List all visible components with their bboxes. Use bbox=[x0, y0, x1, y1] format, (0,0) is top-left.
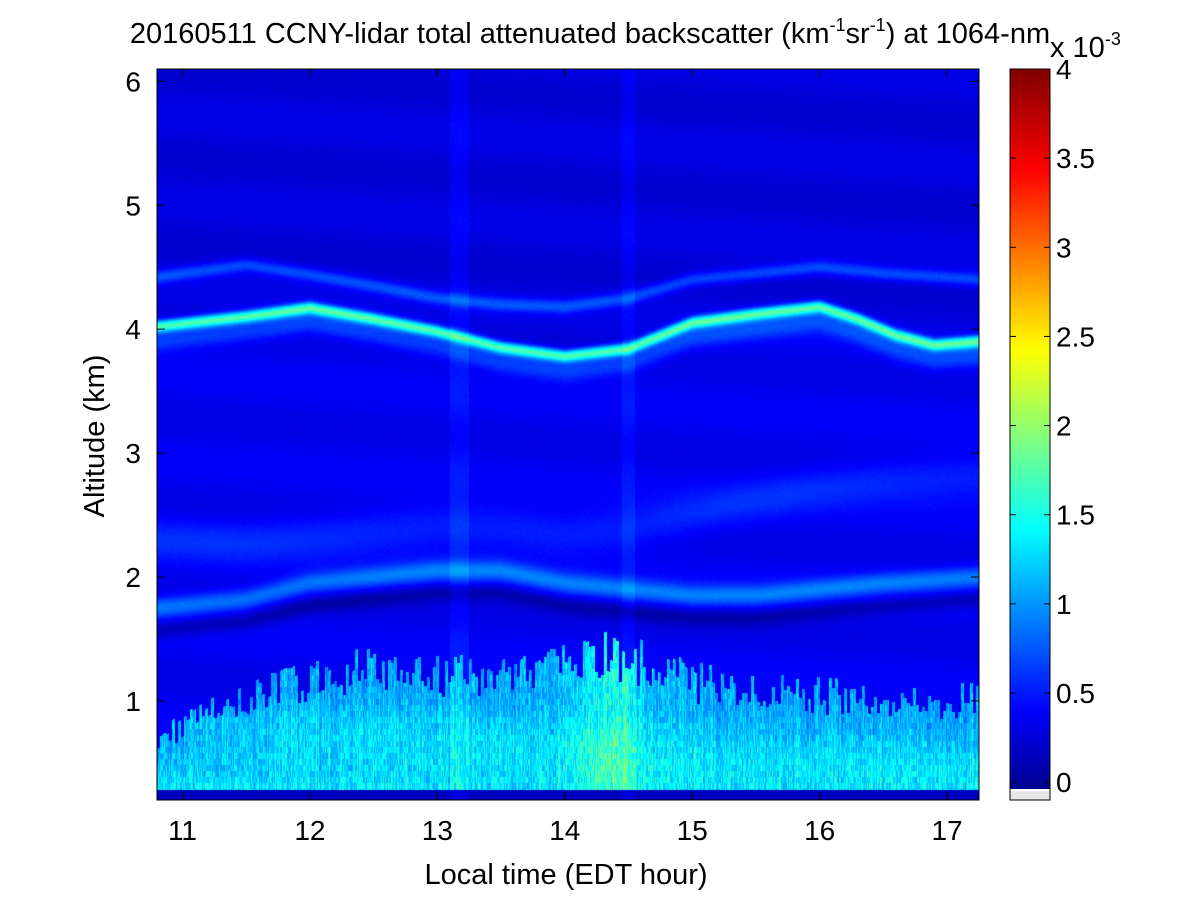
x-tick-label: 14 bbox=[549, 815, 580, 846]
colorbar: 0 0.5 1 1.5 2 2.5 3 3.5 4 x 10-3 bbox=[1009, 29, 1121, 801]
colorbar-tick-label: 4 bbox=[1056, 54, 1072, 85]
colorbar-tick-label: 3 bbox=[1056, 232, 1072, 263]
colorbar-tick-label: 2 bbox=[1056, 411, 1072, 442]
title-text-3: ) at 1064-nm bbox=[886, 18, 1050, 50]
title-text-2: sr bbox=[846, 18, 871, 50]
x-axis-label: Local time (EDT hour) bbox=[424, 859, 707, 891]
y-tick-label: 1 bbox=[125, 686, 141, 717]
y-tick-label: 5 bbox=[125, 190, 141, 221]
x-tick-label: 15 bbox=[677, 815, 708, 846]
backscatter-heatmap bbox=[157, 69, 979, 800]
colorbar-tick-label: 0 bbox=[1056, 767, 1072, 798]
y-axis-label: Altitude (km) bbox=[79, 355, 111, 518]
plot-area bbox=[156, 68, 980, 801]
title-text-1: CCNY-lidar total attenuated backscatter … bbox=[265, 18, 830, 50]
x-axis-ticks: 11 12 13 14 15 16 17 bbox=[168, 69, 963, 846]
title-date: 20160511 bbox=[130, 18, 257, 50]
colorbar-tick-label: 1 bbox=[1056, 589, 1072, 620]
colorbar-tick-label: 2.5 bbox=[1056, 321, 1095, 352]
x-tick-label: 13 bbox=[422, 815, 453, 846]
colorbar-tick-label: 3.5 bbox=[1056, 143, 1095, 174]
title-exp-1: -1 bbox=[830, 15, 846, 35]
colorbar-tick-label: 0.5 bbox=[1056, 678, 1095, 709]
colorbar-ticks: 0 0.5 1 1.5 2 2.5 3 3.5 4 bbox=[1010, 54, 1095, 798]
colorbar-gradient bbox=[1010, 69, 1050, 789]
colorbar-exponent: x 10-3 bbox=[1050, 29, 1121, 64]
y-axis-ticks: 1 2 3 4 5 6 bbox=[125, 66, 979, 717]
plot-frame bbox=[156, 68, 980, 801]
colorbar-tick-label: 1.5 bbox=[1056, 500, 1095, 531]
y-tick-label: 4 bbox=[125, 314, 141, 345]
y-tick-label: 3 bbox=[125, 438, 141, 469]
x-tick-label: 17 bbox=[932, 815, 963, 846]
y-tick-label: 6 bbox=[125, 66, 141, 97]
x-tick-label: 12 bbox=[294, 815, 325, 846]
colorbar-frame bbox=[1009, 68, 1051, 801]
title-exp-2: -1 bbox=[870, 15, 886, 35]
x-tick-label: 11 bbox=[168, 815, 197, 846]
y-tick-label: 2 bbox=[125, 562, 141, 593]
x-tick-label: 16 bbox=[804, 815, 835, 846]
chart-title: 20160511 CCNY-lidar total attenuated bac… bbox=[130, 15, 1050, 50]
colorbar-underflow bbox=[1010, 791, 1050, 800]
